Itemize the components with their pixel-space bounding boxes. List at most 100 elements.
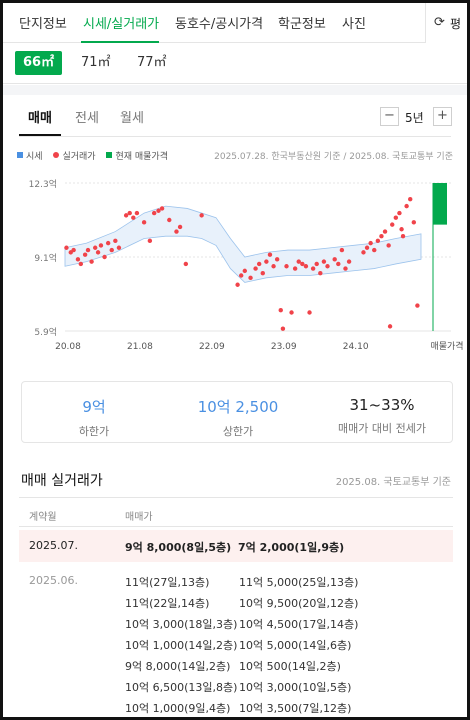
trade-point <box>411 220 417 225</box>
stat-lower-value: 9억 <box>82 398 106 416</box>
listing-price-bar <box>433 183 447 225</box>
size-77[interactable]: 77㎡ <box>137 55 167 70</box>
unit-toggle-label: 평 <box>450 17 462 31</box>
trade-point <box>109 247 114 253</box>
trade-point <box>113 238 118 244</box>
y-tick-label: 5.9억 <box>34 326 57 338</box>
refresh-icon: ⟳ <box>434 15 445 30</box>
row-month: 2025.07. <box>29 539 78 552</box>
trade-point <box>271 264 276 269</box>
trade-point <box>116 245 122 250</box>
section-divider <box>3 85 467 95</box>
trade-point <box>346 259 352 264</box>
trade-point <box>85 247 91 253</box>
size-66[interactable]: 66㎡ <box>15 51 63 75</box>
trade-point <box>199 213 204 218</box>
trade-point <box>284 264 289 269</box>
tab-photos[interactable]: 사진 <box>342 17 366 32</box>
tab-monthly-rent[interactable]: 월세 <box>120 111 144 126</box>
trade-point <box>399 227 404 232</box>
top-tab-bar: 단지정보 시세/실거래가 동호수/공시가격 학군정보 사진 ⟳ 평 <box>3 3 467 43</box>
trade-point <box>256 261 262 267</box>
trade-price: 9억 8,000(8일,5층) <box>125 541 232 554</box>
trade-point <box>156 208 161 213</box>
trade-point <box>303 264 309 269</box>
trade-point <box>159 206 165 211</box>
trade-point <box>318 270 323 276</box>
legend-listing: 현재 매물가격 <box>106 152 168 162</box>
active-tab-indicator <box>81 41 159 43</box>
trade-point <box>364 245 370 250</box>
trade-price: 7억 2,000(1일,9층) <box>238 541 345 554</box>
trade-price: 10억 6,500(13일,8층) <box>125 681 238 694</box>
trade-point <box>325 264 330 269</box>
real-trade-title: 매매 실거래가 <box>21 473 103 489</box>
stat-jeonse-ratio-label: 매매가 대비 전세가 <box>338 422 426 435</box>
x-tick-label: 23.09 <box>271 342 297 352</box>
stat-lower: 9억 하한가 <box>22 396 166 439</box>
stat-jeonse-ratio-value: 31~33% <box>349 396 415 414</box>
unit-toggle-button[interactable]: ⟳ 평 <box>425 3 467 43</box>
table-row[interactable]: 2025.07. 9억 8,000(8일,5층) 7억 2,000(1일,9층) <box>19 530 453 562</box>
size-71[interactable]: 71㎡ <box>81 55 111 70</box>
trade-point <box>393 215 399 220</box>
trade-price: 10억 500(14일,2층) <box>239 660 341 673</box>
x-tick-label: 22.09 <box>199 342 225 352</box>
period-value: 5년 <box>405 111 424 125</box>
legend-listing-swatch <box>106 152 113 158</box>
trade-point <box>123 213 129 218</box>
trade-point <box>386 243 391 248</box>
trade-point <box>174 229 179 234</box>
trade-point <box>300 261 305 267</box>
tab-sale[interactable]: 매매 <box>28 111 52 126</box>
stat-upper-label: 상한가 <box>222 425 254 438</box>
trade-point <box>310 266 316 271</box>
trade-point <box>400 233 406 239</box>
trade-point <box>361 250 366 255</box>
header-sale-price: 매매가 <box>125 512 153 523</box>
x-tick-label: 24.10 <box>343 342 369 352</box>
trade-point <box>134 210 140 216</box>
trade-price: 10억 4,500(17일,14층) <box>239 618 359 631</box>
tab-price[interactable]: 시세/실거래가 <box>83 17 160 32</box>
trade-price: 11억 5,000(25일,13층) <box>239 576 359 589</box>
trade-point <box>314 261 319 267</box>
tab-unit-price[interactable]: 동호수/공시가격 <box>175 17 264 32</box>
trade-point <box>280 326 286 331</box>
trade-price: 10억 9,500(20일,12층) <box>239 597 359 610</box>
trade-point <box>78 261 84 267</box>
trade-point <box>235 282 240 287</box>
x-tick-label: 매물가격 <box>430 340 463 352</box>
tab-complex-info[interactable]: 단지정보 <box>19 17 67 32</box>
trade-point <box>372 247 377 253</box>
trade-point <box>102 254 107 260</box>
trade-price: 10억 1,000(9일,4층) <box>125 702 231 715</box>
trade-point <box>415 303 420 308</box>
trade-point <box>332 257 337 262</box>
legend-market: 시세 <box>17 152 43 162</box>
legend-market-swatch <box>17 152 23 158</box>
trade-price: 10억 5,000(14일,6층) <box>239 639 352 652</box>
trade-point <box>278 307 283 313</box>
trade-price: 10억 3,500(7일,12층) <box>239 702 352 715</box>
y-tick-label: 12.3억 <box>29 178 57 190</box>
period-decrease-button[interactable]: − <box>380 107 399 126</box>
trade-point <box>242 268 247 274</box>
tab-jeonse[interactable]: 전세 <box>75 111 99 126</box>
trade-point <box>264 259 269 264</box>
trade-point <box>167 217 172 223</box>
trade-point <box>382 229 388 234</box>
trade-price: 10억 1,000(14일,2층) <box>125 639 238 652</box>
tab-school[interactable]: 학군정보 <box>278 17 326 32</box>
trade-point <box>93 245 98 250</box>
period-increase-button[interactable]: + <box>433 107 452 126</box>
trade-point <box>260 270 265 276</box>
trade-point <box>127 210 132 216</box>
trade-point <box>98 243 104 248</box>
x-tick-label: 21.08 <box>127 342 153 352</box>
header-contract-month: 계약월 <box>29 512 57 523</box>
legend-listing-label: 현재 매물가격 <box>115 152 168 162</box>
trade-point <box>336 261 341 267</box>
y-tick-label: 9.1억 <box>34 252 57 264</box>
price-chart[interactable]: 12.3억 9.1억 5.9억 20.08 21.08 22.09 23.09 24.10 매물… <box>3 167 467 357</box>
